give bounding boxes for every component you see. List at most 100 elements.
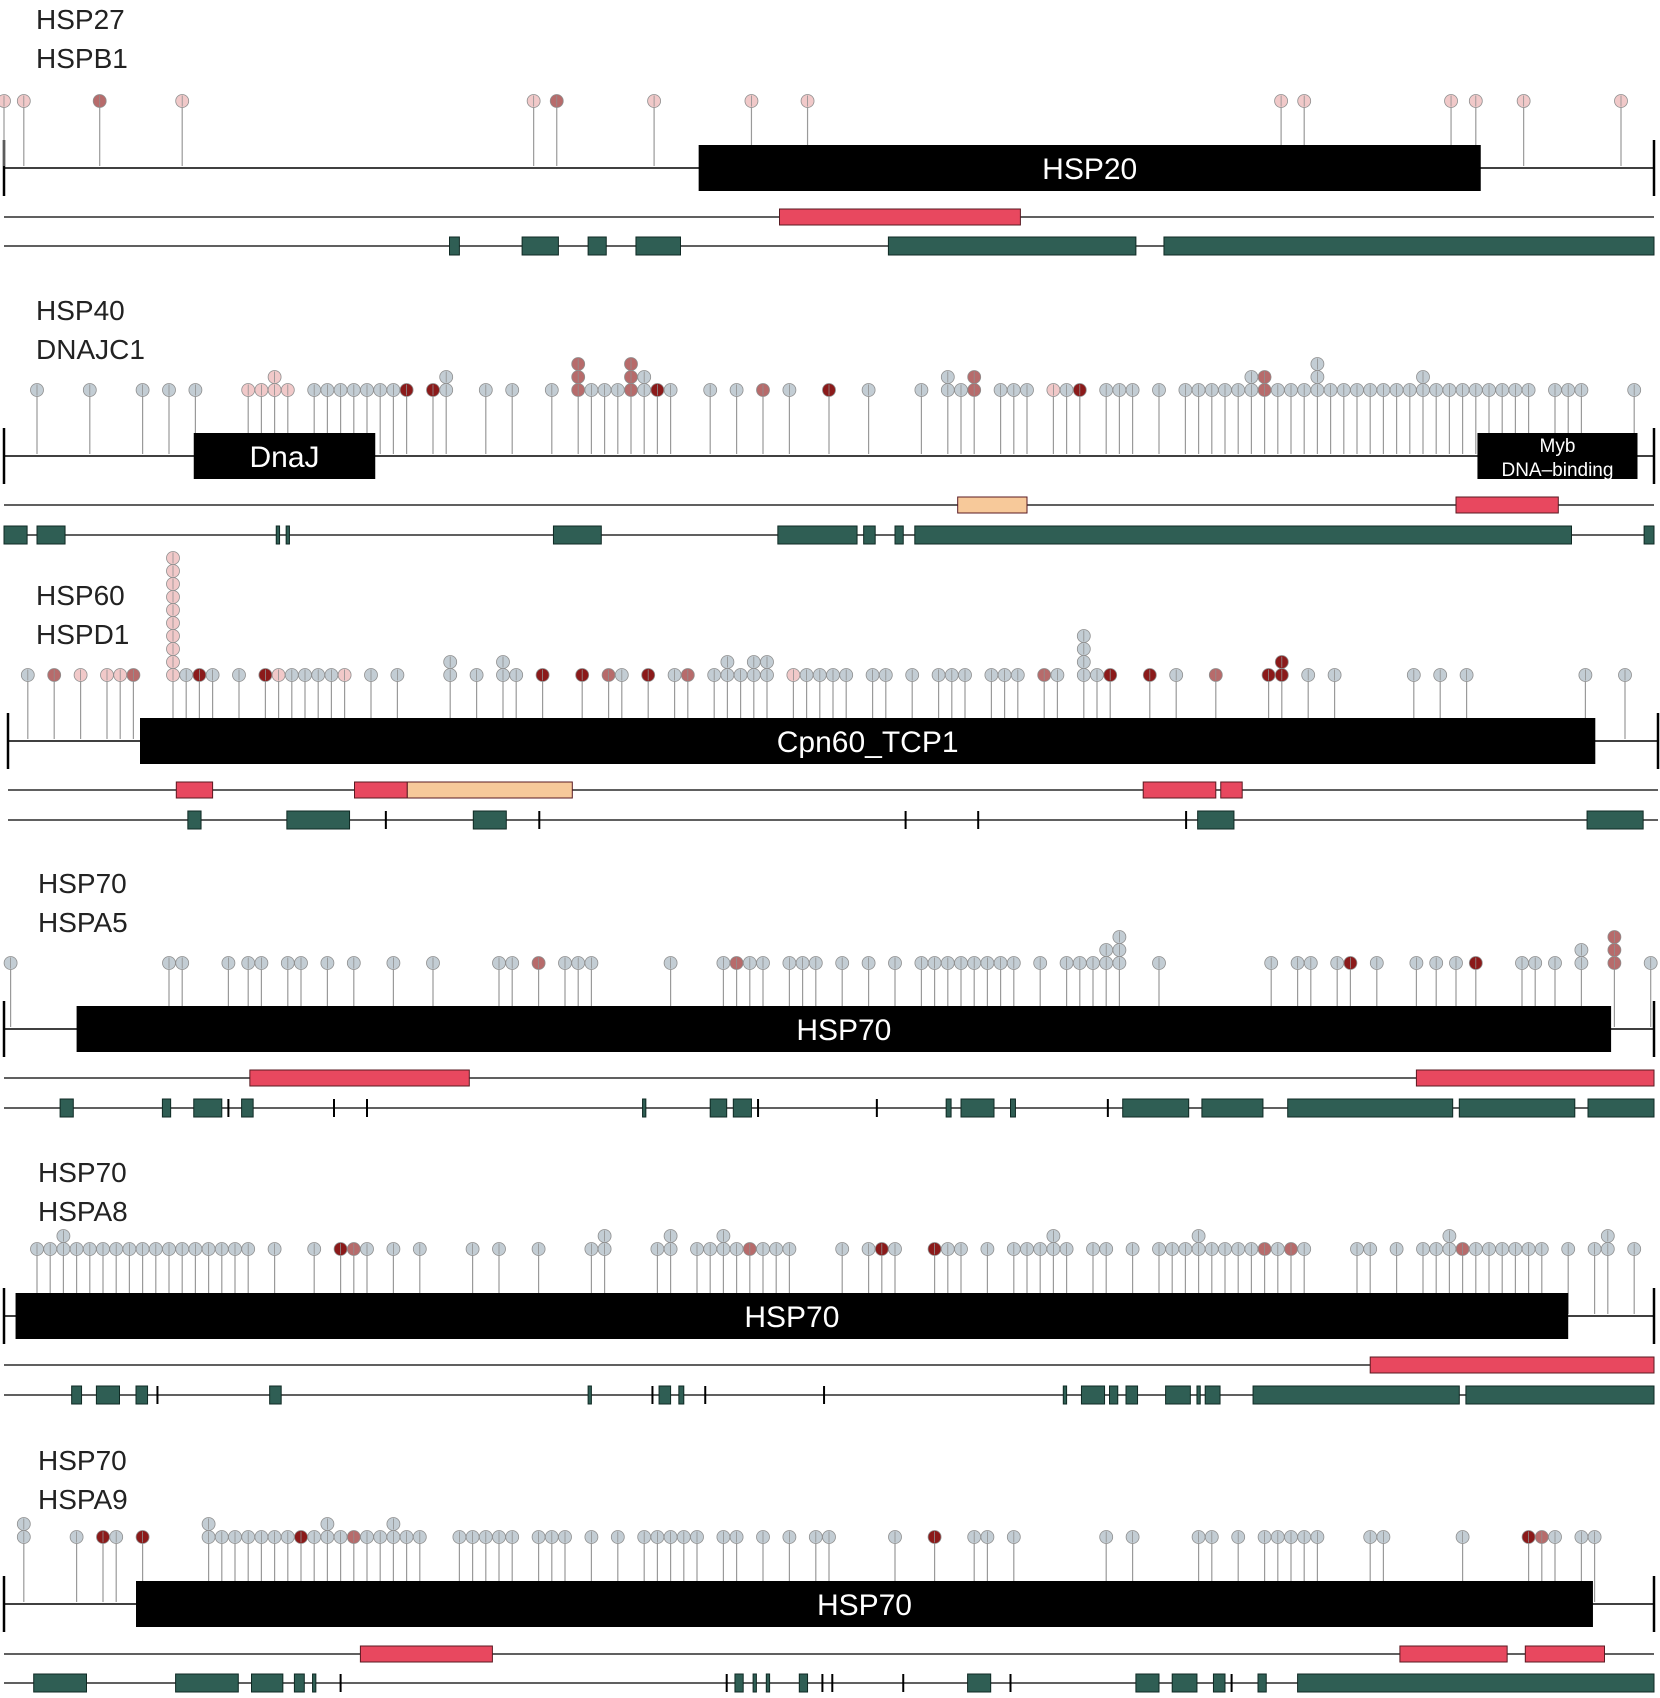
structure-segment: [521, 236, 559, 256]
structure-segment: [33, 1673, 87, 1693]
site-heads: [30, 1229, 1642, 1256]
structure-segment: [193, 1098, 223, 1118]
structure-segment: [887, 236, 1137, 256]
panel-hspa8: HSP70 HSPA8 HSP70: [2, 1157, 1656, 1405]
structure-segment: [175, 1673, 239, 1693]
family-label: HSP70: [38, 1445, 127, 1476]
domain-box: [1477, 433, 1638, 479]
gene-label: HSPD1: [36, 619, 129, 650]
structure-segment: [1109, 1385, 1119, 1405]
structure-segment: [734, 1673, 744, 1693]
gene-label: DNAJC1: [36, 334, 145, 365]
disorder-region: [1415, 1069, 1655, 1087]
structure-segment: [1204, 1385, 1221, 1405]
structure-segment: [269, 1385, 282, 1405]
structure-segment: [552, 525, 602, 545]
structure-segment: [1465, 1385, 1655, 1405]
disorder-region: [779, 208, 1021, 226]
site-stems: [36, 396, 1635, 454]
structure-segment: [1062, 1385, 1068, 1405]
structure-segment: [1287, 1098, 1454, 1118]
structure-segment: [635, 236, 682, 256]
structure-segment: [798, 1673, 809, 1693]
family-label: HSP70: [38, 868, 127, 899]
structure-segment: [251, 1673, 284, 1693]
domain-label: HSP70: [817, 1589, 912, 1622]
structure-segment: [765, 1673, 771, 1693]
domain-box: [698, 145, 1481, 191]
structure-segment: [472, 810, 507, 830]
domain-label: DnaJ: [249, 441, 319, 474]
structure-segment: [1297, 1673, 1655, 1693]
panel-hspb1: HSP27 HSPB1 HSP20: [0, 4, 1656, 256]
structure-segment: [1586, 810, 1644, 830]
modification-site: [0, 94, 11, 108]
structure-segment: [945, 1098, 952, 1118]
structure-segment: [967, 1673, 992, 1693]
structure-segment: [275, 525, 281, 545]
site-heads: [20, 551, 1632, 682]
site-heads: [16, 1517, 1602, 1544]
structure-segment: [449, 236, 460, 256]
structure-segment: [642, 1098, 647, 1118]
structure-segment: [752, 1673, 757, 1693]
family-label: HSP40: [36, 295, 125, 326]
disorder-region: [957, 496, 1028, 514]
domain-label: Myb: [1540, 436, 1576, 457]
structure-segment: [914, 525, 1572, 545]
structure-segment: [709, 1098, 728, 1118]
panel-hspd1: HSP60 HSPD1 Cpn60_TCP1: [6, 551, 1660, 830]
gene-label: HSPB1: [36, 43, 128, 74]
site-heads: [3, 930, 1658, 970]
panel-dnajc1: HSP40 DNAJC1 DnaJ Myb DNA–binding: [2, 295, 1656, 545]
domain-box: [136, 1581, 1593, 1627]
family-label: HSP27: [36, 4, 125, 35]
disorder-region: [406, 781, 573, 799]
structure-segment: [658, 1385, 672, 1405]
site-heads: [30, 357, 1642, 397]
gene-label: HSPA9: [38, 1484, 128, 1515]
disorder-region: [1142, 781, 1217, 799]
structure-segment: [1163, 236, 1655, 256]
disorder-region: [249, 1069, 470, 1087]
structure-segment: [1458, 1098, 1576, 1118]
structure-segment: [36, 525, 66, 545]
structure-segment: [241, 1098, 254, 1118]
disorder-region: [1220, 781, 1243, 799]
structure-segment: [777, 525, 858, 545]
domain-box: [15, 1293, 1569, 1339]
structure-segment: [1196, 1385, 1201, 1405]
structure-segment: [71, 1385, 83, 1405]
disorder-region: [1455, 496, 1559, 514]
disorder-region: [354, 781, 408, 799]
domain-label: HSP70: [796, 1014, 891, 1047]
structure-segment: [135, 1385, 149, 1405]
panel-hspa5: HSP70 HSPA5 HSP70: [2, 868, 1658, 1118]
structure-segment: [587, 1385, 592, 1405]
structure-segment: [1212, 1673, 1226, 1693]
structure-segment: [1257, 1673, 1267, 1693]
structure-segment: [3, 525, 28, 545]
structure-segment: [587, 236, 607, 256]
structure-segment: [286, 810, 351, 830]
disorder-region: [1369, 1356, 1655, 1374]
domain-label: HSP20: [1042, 153, 1137, 186]
structure-segment: [1643, 525, 1655, 545]
structure-segment: [1252, 1385, 1460, 1405]
domain-box: [193, 433, 376, 479]
structure-segment: [59, 1098, 74, 1118]
structure-segment: [732, 1098, 752, 1118]
gene-label: HSPA5: [38, 907, 128, 938]
structure-segment: [1197, 810, 1235, 830]
gene-label: HSPA8: [38, 1196, 128, 1227]
disorder-region: [359, 1645, 493, 1663]
structure-segment: [1171, 1673, 1198, 1693]
panel-hspa9: HSP70 HSPA9 HSP70: [2, 1445, 1656, 1693]
structure-segment: [285, 525, 290, 545]
structure-segment: [1125, 1385, 1139, 1405]
structure-segment: [187, 810, 202, 830]
structure-segment: [95, 1385, 121, 1405]
structure-segment: [293, 1673, 305, 1693]
structure-segment: [1587, 1098, 1655, 1118]
